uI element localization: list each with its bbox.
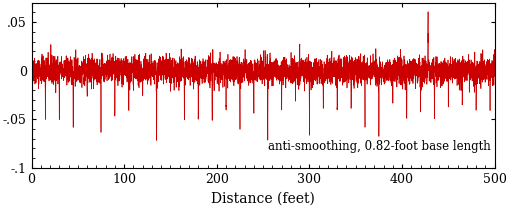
X-axis label: Distance (feet): Distance (feet) [211,191,315,205]
Text: anti-smoothing, 0.82-foot base length: anti-smoothing, 0.82-foot base length [268,140,491,153]
